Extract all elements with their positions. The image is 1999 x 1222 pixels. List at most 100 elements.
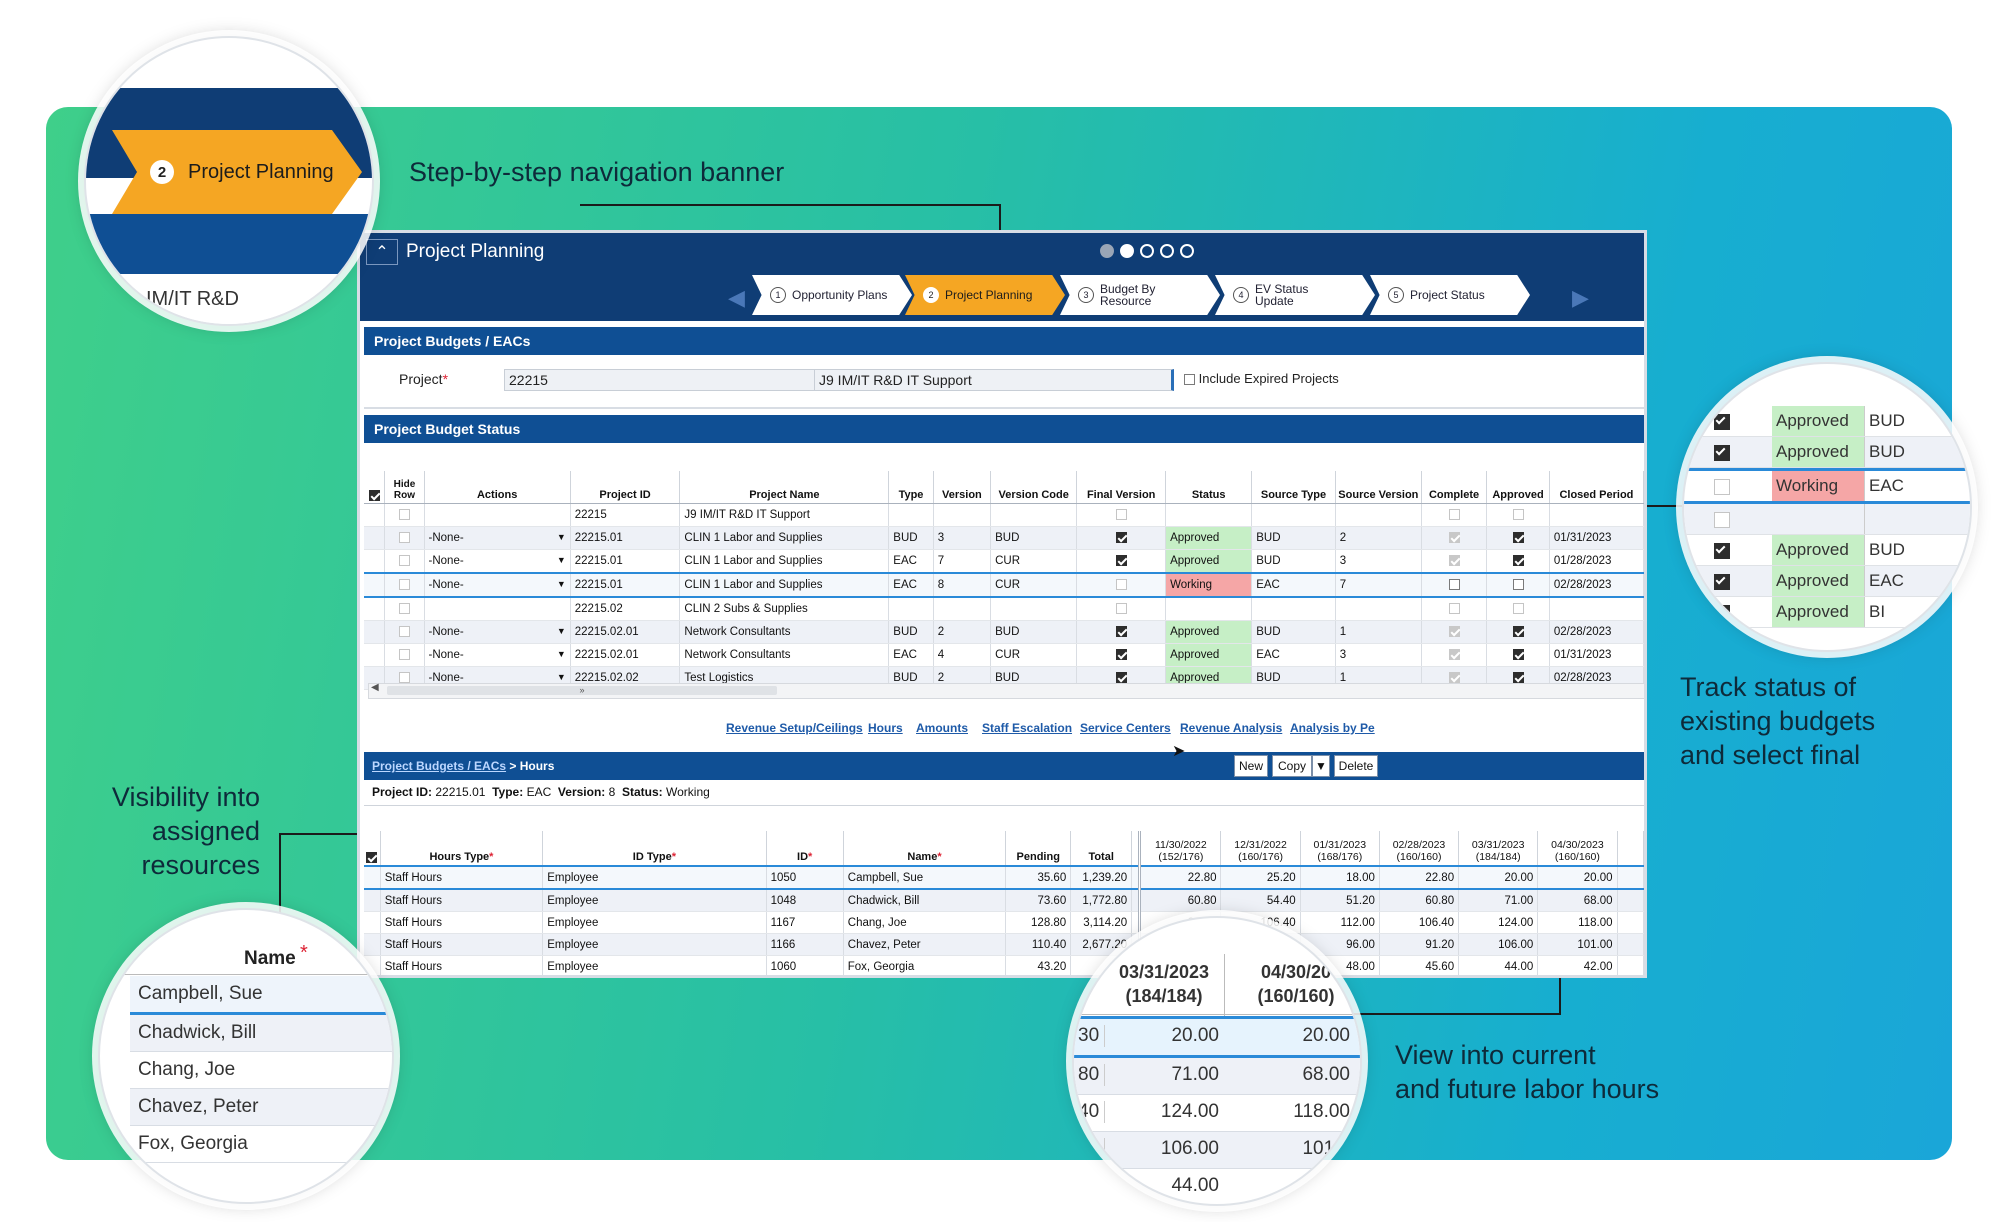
row-checkbox[interactable] [398,509,410,521]
row-checkbox[interactable] [1512,555,1524,567]
status-row[interactable]: 22215.02 CLIN 2 Subs & Supplies [364,597,1644,621]
step-ev-status-update[interactable]: 4 EV Status Update [1215,275,1375,315]
status-horizontal-scrollbar[interactable]: ◀ » [368,682,1644,699]
include-expired-checkbox[interactable] [1184,374,1195,386]
row-checkbox[interactable] [1448,672,1460,684]
row-checkbox[interactable] [1512,603,1524,615]
link-amounts[interactable]: Amounts [916,721,968,735]
status-row[interactable]: -None- ▼ 22215.01 CLIN 1 Labor and Supplies… [364,549,1644,574]
step-dot[interactable] [1180,244,1194,258]
status-row[interactable]: 22215 J9 IM/IT R&D IT Support [364,503,1644,527]
prev-step-arrow-icon[interactable]: ◀ [728,285,745,310]
row-checkbox[interactable] [1512,649,1524,661]
link-staff-escalation[interactable]: Staff Escalation [982,721,1073,735]
row-checkbox[interactable] [1512,626,1524,638]
row-checkbox[interactable] [1448,649,1460,661]
project-id-input[interactable]: 22215 [504,369,874,391]
period-hours-cell[interactable]: 60.80 [1379,889,1460,912]
period-hours-cell[interactable]: 54.40 [1220,889,1301,912]
chevron-down-icon[interactable]: ▼ [556,555,566,565]
link-revenue-analysis[interactable]: Revenue Analysis [1180,721,1283,735]
period-hours-cell[interactable]: 91.20 [1379,933,1460,956]
period-hours-cell[interactable]: 44.00 [1458,955,1539,975]
include-expired-option[interactable]: Include Expired Projects [1184,371,1339,386]
select-all-checkbox[interactable] [368,489,380,501]
status-row[interactable]: -None- ▼ 22215.01 CLIN 1 Labor and Supplies… [364,526,1644,550]
status-row[interactable]: -None- ▼ 22215.01 CLIN 1 Labor and Supplies… [364,572,1644,598]
actions-cell[interactable]: -None- ▼ [424,643,571,667]
hours-row[interactable]: Staff Hours Employee 1060 Fox, Georgia 43.20… [364,955,1644,975]
breadcrumb-budgets-link[interactable]: Project Budgets / EACs [372,759,507,773]
period-hours-cell[interactable]: 112.00 [1300,911,1380,934]
actions-select[interactable]: -None- [428,555,464,567]
period-hours-cell[interactable]: 20.00 [1458,865,1539,890]
link-analysis-by-pe[interactable]: Analysis by Pe [1290,721,1375,735]
scroll-thumb[interactable]: » [387,686,777,695]
actions-select[interactable]: -None- [428,672,464,684]
step-project-status[interactable]: 5 Project Status [1370,275,1530,315]
link-revenue-setup-ceilings[interactable]: Revenue Setup/Ceilings [726,721,863,735]
step-dot[interactable] [1140,244,1154,258]
zoom-step-project-planning[interactable]: 2 Project Planning [112,130,362,214]
copy-button[interactable]: Copy [1272,755,1312,777]
period-hours-cell[interactable]: 22.80 [1139,865,1222,890]
period-hours-cell[interactable]: 20.00 [1537,865,1618,890]
row-checkbox[interactable] [1115,532,1127,544]
actions-select[interactable]: -None- [428,626,464,638]
period-hours-cell[interactable]: 96.00 [1300,933,1380,956]
row-checkbox[interactable] [398,649,410,661]
step-budget-by-resource[interactable]: 3 Budget By Resource [1060,275,1220,315]
period-hours-cell[interactable]: 51.20 [1300,889,1380,912]
row-checkbox[interactable] [1448,555,1460,567]
step-project-planning[interactable]: 2 Project Planning [905,275,1065,315]
step-opportunity-plans[interactable]: 1 Opportunity Plans [752,275,912,315]
actions-cell[interactable]: -None- ▼ [424,549,571,574]
actions-cell[interactable]: -None- ▼ [424,620,571,644]
hours-select-all[interactable] [364,831,381,867]
row-checkbox[interactable] [1512,532,1524,544]
actions-select[interactable]: -None- [428,649,464,661]
row-checkbox[interactable] [398,626,410,638]
row-checkbox[interactable] [398,555,410,567]
row-checkbox[interactable] [1115,509,1127,521]
scroll-left-icon[interactable]: ◀ [371,682,379,693]
row-checkbox[interactable] [398,579,410,591]
row-checkbox[interactable] [1115,626,1127,638]
period-hours-cell[interactable]: 25.20 [1220,865,1301,890]
row-checkbox[interactable] [1448,603,1460,615]
chevron-down-icon[interactable]: ▼ [556,626,566,636]
row-checkbox[interactable] [1448,532,1460,544]
row-checkbox[interactable] [1115,603,1127,615]
row-checkbox[interactable] [1512,509,1524,521]
period-hours-cell[interactable]: 106.00 [1458,933,1539,956]
actions-cell[interactable]: -None- ▼ [424,572,571,598]
chevron-down-icon[interactable]: ▼ [556,579,566,589]
period-hours-cell[interactable]: 124.00 [1458,911,1539,934]
row-checkbox[interactable] [398,603,410,615]
chevron-down-icon[interactable]: ▼ [556,672,566,682]
chevron-down-icon[interactable]: ▼ [556,532,566,542]
period-hours-cell[interactable]: 106.40 [1379,911,1460,934]
actions-select[interactable]: -None- [428,532,464,544]
row-checkbox[interactable] [1115,649,1127,661]
row-checkbox[interactable] [1448,626,1460,638]
period-hours-cell[interactable]: 42.00 [1537,955,1618,975]
period-hours-cell[interactable]: 22.80 [1379,865,1460,890]
period-hours-cell[interactable]: 118.00 [1537,911,1618,934]
step-dot[interactable] [1160,244,1174,258]
row-checkbox[interactable] [1512,672,1524,684]
row-checkbox[interactable] [1115,672,1127,684]
chevron-down-icon[interactable]: ▼ [556,649,566,659]
status-row[interactable]: -None- ▼ 22215.02.01 Network Consultants EAC… [364,643,1644,667]
select-all-header[interactable] [364,471,386,504]
row-checkbox[interactable] [1448,509,1460,521]
actions-select[interactable]: -None- [428,579,464,591]
hours-row[interactable]: Staff Hours Employee 1048 Chadwick, Bill 73.… [364,889,1644,912]
next-step-arrow-icon[interactable]: ▶ [1572,285,1589,310]
link-service-centers[interactable]: Service Centers [1080,721,1171,735]
period-hours-cell[interactable]: 60.80 [1139,889,1222,912]
period-hours-cell[interactable]: 45.60 [1379,955,1460,975]
row-checkbox[interactable] [1115,555,1127,567]
row-checkbox[interactable] [1448,579,1460,591]
row-checkbox[interactable] [398,532,410,544]
